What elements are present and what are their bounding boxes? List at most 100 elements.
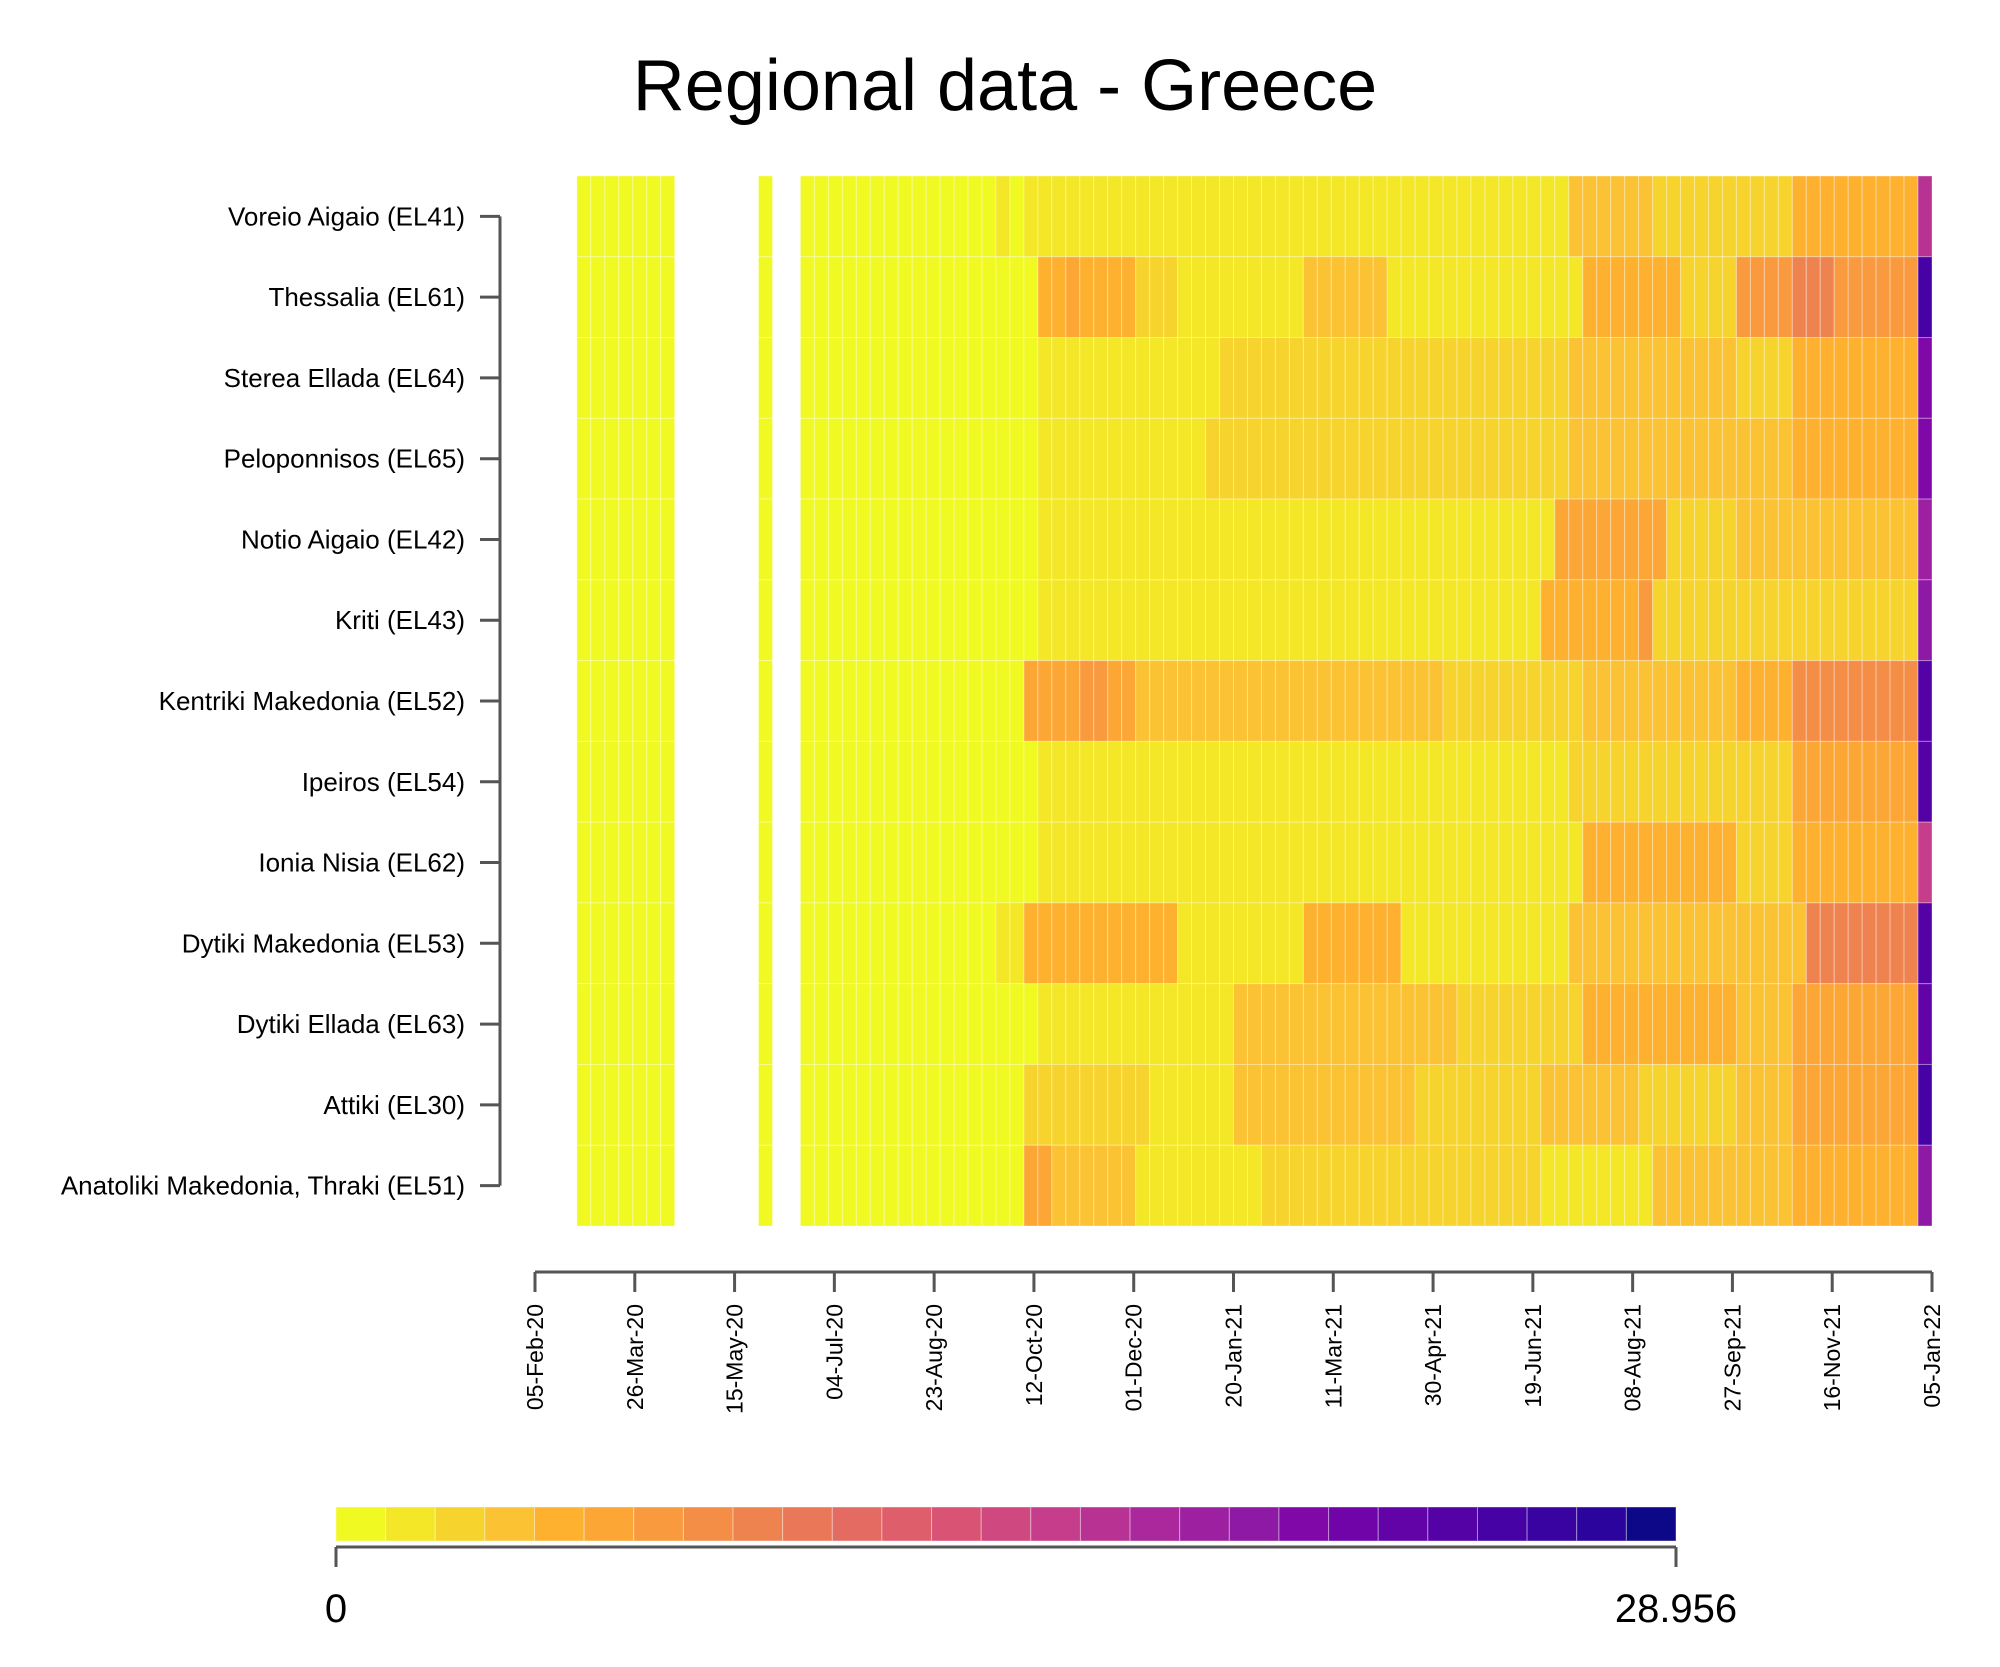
- heatmap-cell: [1051, 660, 1067, 742]
- heatmap-cell: [1512, 1144, 1528, 1227]
- heatmap-cell: [869, 498, 885, 581]
- heatmap-cell: [1707, 256, 1723, 339]
- heatmap-cell: [1163, 417, 1179, 500]
- heatmap-cell: [897, 1144, 913, 1227]
- heatmap-cell: [1749, 1063, 1765, 1146]
- heatmap-cell: [953, 1144, 969, 1227]
- heatmap-cell: [1707, 740, 1723, 823]
- heatmap-cell: [1735, 821, 1751, 904]
- heatmap-cell: [1135, 256, 1151, 339]
- heatmap-cell: [883, 821, 899, 904]
- heatmap-cell: [1135, 1063, 1151, 1146]
- heatmap-cell: [1079, 1144, 1095, 1227]
- heatmap-cell: [1065, 1144, 1081, 1227]
- heatmap-cell: [758, 417, 773, 500]
- heatmap-cell: [1274, 498, 1290, 581]
- heatmap-cell: [1358, 1144, 1374, 1227]
- heatmap-cell: [1889, 983, 1905, 1065]
- heatmap-cell: [1372, 740, 1388, 823]
- heatmap-cell: [1009, 660, 1025, 742]
- heatmap-cell: [1903, 579, 1919, 662]
- heatmap-cell: [1009, 1063, 1025, 1146]
- heatmap-cells: [576, 175, 1933, 1227]
- heatmap-cell: [1386, 902, 1402, 985]
- heatmap-cell: [1205, 498, 1221, 581]
- heatmap-cell: [1554, 740, 1570, 823]
- legend-swatch: [1079, 1506, 1131, 1542]
- heatmap-cell: [1889, 740, 1905, 823]
- heatmap-cell: [1358, 821, 1374, 904]
- heatmap-cell: [1219, 902, 1235, 985]
- heatmap-cell: [1875, 1063, 1891, 1146]
- heatmap-cell: [1777, 417, 1793, 500]
- heatmap-cell: [1638, 983, 1654, 1065]
- heatmap-cell: [981, 417, 997, 500]
- heatmap-cell: [911, 821, 927, 904]
- heatmap-cell: [869, 417, 885, 500]
- heatmap-cell: [1763, 175, 1779, 258]
- heatmap-cell: [1177, 983, 1193, 1065]
- heatmap-cell: [1372, 1144, 1388, 1227]
- heatmap-cell: [1791, 256, 1807, 339]
- heatmap-cell: [1875, 175, 1891, 258]
- heatmap-cell: [1163, 256, 1179, 339]
- heatmap-cell: [1470, 821, 1486, 904]
- heatmap-cell: [1694, 983, 1709, 1065]
- heatmap-cell: [925, 1063, 941, 1146]
- heatmap-cell: [1694, 1144, 1709, 1227]
- heatmap-cell: [1191, 498, 1207, 581]
- heatmap-cell: [1903, 498, 1919, 581]
- heatmap-cell: [1666, 579, 1682, 662]
- heatmap-cell: [1777, 337, 1793, 419]
- heatmap-cell: [1875, 821, 1891, 904]
- heatmap-cell: [1233, 740, 1248, 823]
- heatmap-cell: [883, 740, 899, 823]
- x-tick-label: 15-May-20: [722, 1304, 748, 1414]
- heatmap-cell: [1260, 902, 1276, 985]
- heatmap-cell: [1498, 983, 1514, 1065]
- heatmap-cell: [813, 337, 829, 419]
- heatmap-cell: [1791, 902, 1807, 985]
- heatmap-cell: [1456, 902, 1472, 985]
- heatmap-cell: [1386, 740, 1402, 823]
- heatmap-cell: [1246, 498, 1262, 581]
- heatmap-cell: [1680, 337, 1696, 419]
- heatmap-cell: [1917, 256, 1933, 339]
- heatmap-cell: [1568, 821, 1584, 904]
- heatmap-cell: [1694, 660, 1709, 742]
- heatmap-cell: [1135, 337, 1151, 419]
- y-tick-label: Peloponnisos (EL65): [224, 444, 465, 474]
- legend-swatch: [1576, 1506, 1627, 1542]
- heatmap-cell: [1568, 740, 1584, 823]
- legend-swatch: [1179, 1506, 1230, 1542]
- heatmap-cell: [1540, 740, 1556, 823]
- heatmap-cell: [1680, 579, 1696, 662]
- heatmap-cell: [1484, 579, 1500, 662]
- heatmap-cell: [1344, 417, 1360, 500]
- heatmap-cell: [1791, 579, 1807, 662]
- legend-swatch: [633, 1506, 684, 1542]
- heatmap-cell: [1805, 660, 1821, 742]
- heatmap-cell: [1791, 337, 1807, 419]
- heatmap-cell: [604, 983, 620, 1065]
- heatmap-cell: [1861, 1144, 1877, 1227]
- heatmap-cell: [1219, 498, 1235, 581]
- heatmap-cell: [1442, 660, 1458, 742]
- heatmap-cell: [758, 660, 773, 742]
- heatmap-cell: [1763, 821, 1779, 904]
- heatmap-cell: [1400, 175, 1416, 258]
- legend-max-label: 28.956: [1615, 1587, 1737, 1631]
- heatmap-cell: [1246, 256, 1262, 339]
- heatmap-cell: [1260, 256, 1276, 339]
- heatmap-cell: [1065, 660, 1081, 742]
- heatmap-cell: [1358, 579, 1374, 662]
- heatmap-cell: [1875, 660, 1891, 742]
- heatmap-cell: [1749, 337, 1765, 419]
- heatmap-cell: [911, 498, 927, 581]
- heatmap-cell: [1219, 821, 1235, 904]
- heatmap-cell: [967, 1063, 983, 1146]
- heatmap-cell: [939, 498, 955, 581]
- heatmap-cell: [1205, 821, 1221, 904]
- heatmap-cell: [1805, 175, 1821, 258]
- heatmap-cell: [1749, 256, 1765, 339]
